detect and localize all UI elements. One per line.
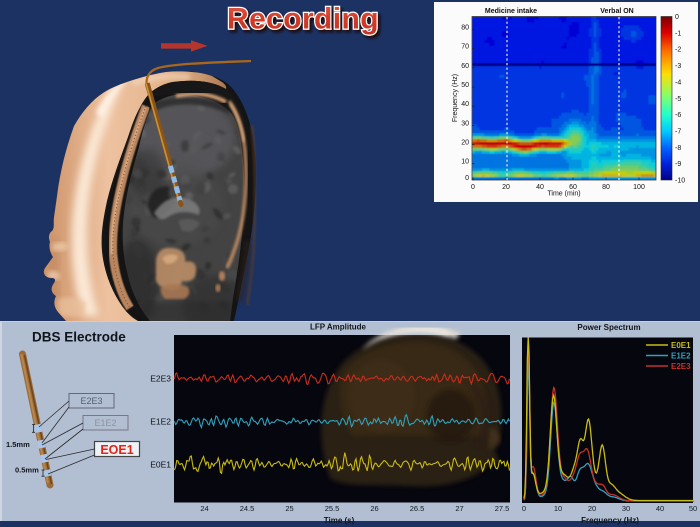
svg-text:-9: -9 [675,161,681,168]
svg-text:0: 0 [471,184,475,191]
svg-text:-7: -7 [675,129,681,136]
svg-text:30: 30 [622,504,630,513]
svg-text:30: 30 [461,120,469,127]
svg-text:80: 80 [602,184,610,191]
svg-text:26: 26 [370,504,378,513]
svg-text:10: 10 [461,159,469,166]
svg-text:E2E3: E2E3 [671,362,691,371]
svg-text:DBS Electrode: DBS Electrode [32,330,126,345]
svg-text:E0E1: E0E1 [671,341,691,350]
svg-text:E1E2: E1E2 [94,418,116,428]
svg-text:1.5mm: 1.5mm [6,440,30,449]
svg-text:40: 40 [656,504,664,513]
svg-text:-3: -3 [675,63,681,70]
svg-text:Time (min): Time (min) [547,191,580,198]
svg-text:-8: -8 [675,145,681,152]
svg-text:27.5: 27.5 [495,504,510,513]
svg-text:Power Spectrum: Power Spectrum [577,323,640,332]
svg-text:-10: -10 [675,178,685,185]
svg-text:E1E2: E1E2 [671,352,691,361]
svg-text:Verbal ON: Verbal ON [600,8,633,15]
svg-text:E2E3: E2E3 [80,396,102,406]
svg-text:40: 40 [461,101,469,108]
svg-text:Frequency (Hz): Frequency (Hz) [581,516,639,525]
svg-text:0: 0 [675,14,679,21]
svg-text:-6: -6 [675,112,681,119]
svg-text:50: 50 [689,504,697,513]
svg-text:E2E3: E2E3 [150,374,171,384]
svg-text:E1E2: E1E2 [150,417,171,427]
svg-text:LFP Amplitude: LFP Amplitude [310,323,367,332]
svg-text:26.5: 26.5 [410,504,425,513]
svg-text:Frequency (Hz): Frequency (Hz) [452,74,459,122]
svg-text:60: 60 [569,184,577,191]
svg-text:EOE1: EOE1 [100,443,133,457]
svg-text:20: 20 [588,504,596,513]
svg-text:10: 10 [554,504,562,513]
svg-text:25: 25 [285,504,293,513]
svg-text:25.5: 25.5 [325,504,340,513]
svg-text:60: 60 [461,63,469,70]
svg-text:50: 50 [461,82,469,89]
svg-text:Time (s): Time (s) [324,516,355,525]
svg-text:70: 70 [461,44,469,51]
svg-text:Recording: Recording [227,3,379,36]
svg-text:27: 27 [455,504,463,513]
svg-text:20: 20 [461,140,469,147]
svg-text:24.5: 24.5 [240,504,255,513]
svg-text:0.5mm: 0.5mm [15,466,39,475]
svg-text:-1: -1 [675,30,681,37]
svg-text:-4: -4 [675,79,681,86]
svg-text:E0E1: E0E1 [150,460,171,470]
svg-text:40: 40 [536,184,544,191]
svg-text:Medicine intake: Medicine intake [485,8,537,15]
svg-text:-2: -2 [675,47,681,54]
svg-text:-5: -5 [675,96,681,103]
svg-text:20: 20 [502,184,510,191]
svg-text:0: 0 [465,175,469,182]
svg-text:100: 100 [633,184,645,191]
svg-text:0: 0 [522,504,526,513]
svg-text:80: 80 [461,25,469,32]
svg-text:24: 24 [200,504,208,513]
